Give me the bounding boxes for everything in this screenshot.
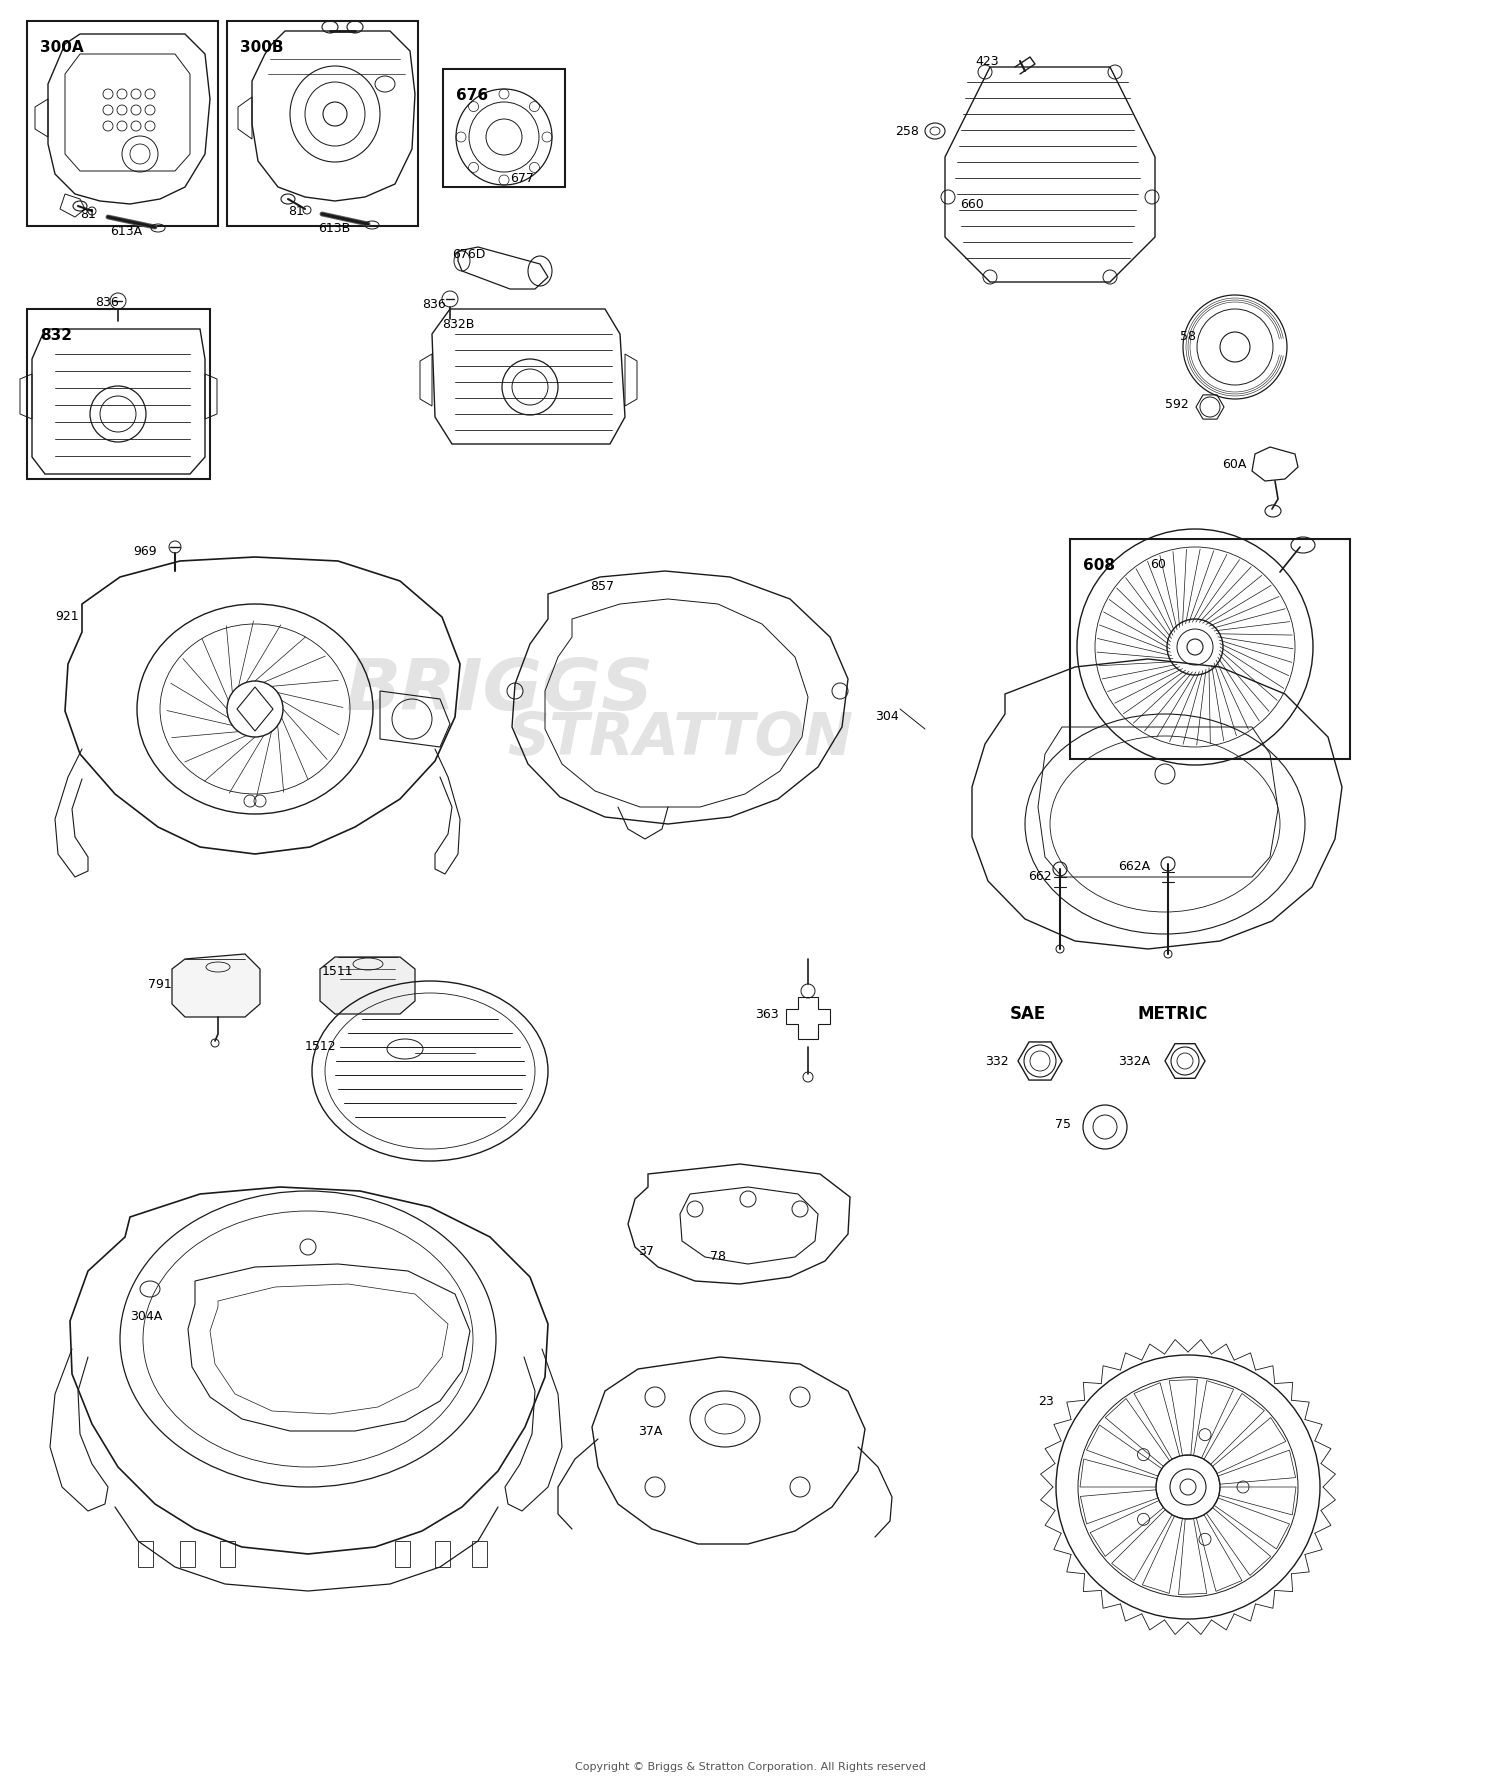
Text: 58: 58 [1180,329,1196,343]
Bar [442,70,566,188]
Text: 75: 75 [1054,1118,1071,1131]
Bar [1070,540,1350,760]
Text: 676D: 676D [452,249,486,261]
Text: 332A: 332A [1118,1054,1150,1068]
Text: 969: 969 [134,544,156,558]
Text: BRIGGS: BRIGGS [346,655,654,725]
Text: METRIC: METRIC [1138,1004,1209,1023]
Text: 857: 857 [590,580,613,592]
Text: 37: 37 [638,1245,654,1258]
Text: 791: 791 [148,977,172,991]
Text: 832B: 832B [442,318,474,331]
Text: 332: 332 [986,1054,1008,1068]
Text: 304A: 304A [130,1310,162,1322]
Text: 81: 81 [80,208,96,220]
Text: 1512: 1512 [304,1039,336,1052]
Text: 660: 660 [960,199,984,211]
Text: 60A: 60A [1222,458,1246,471]
Text: 592: 592 [1166,397,1188,411]
Text: 836: 836 [422,297,446,311]
Text: 613A: 613A [110,225,142,238]
Text: 78: 78 [710,1249,726,1263]
Polygon shape [320,957,416,1014]
Text: 921: 921 [56,610,78,623]
Bar [226,21,419,227]
Text: 836: 836 [94,295,118,309]
Text: 1511: 1511 [322,964,354,977]
Text: SAE: SAE [1010,1004,1046,1023]
Text: 423: 423 [975,55,999,68]
Text: 363: 363 [754,1007,778,1020]
Text: 300A: 300A [40,39,84,55]
Text: 81: 81 [288,206,304,218]
Polygon shape [172,955,260,1018]
Text: 608: 608 [1083,558,1114,572]
Text: 60: 60 [1150,558,1166,571]
Text: 300B: 300B [240,39,284,55]
Text: 304: 304 [874,710,898,723]
Text: 662: 662 [1028,869,1051,882]
Text: 676: 676 [456,88,488,104]
Text: 23: 23 [1038,1394,1053,1408]
Text: 613B: 613B [318,222,351,234]
Bar [27,309,210,479]
Text: 832: 832 [40,327,72,343]
Text: 258: 258 [896,125,920,138]
Text: Copyright © Briggs & Stratton Corporation. All Rights reserved: Copyright © Briggs & Stratton Corporatio… [574,1760,926,1771]
Text: 37A: 37A [638,1424,663,1437]
Text: STRATTON: STRATTON [507,710,854,766]
Bar [27,21,218,227]
Text: 662A: 662A [1118,859,1150,873]
Text: 677: 677 [510,172,534,184]
